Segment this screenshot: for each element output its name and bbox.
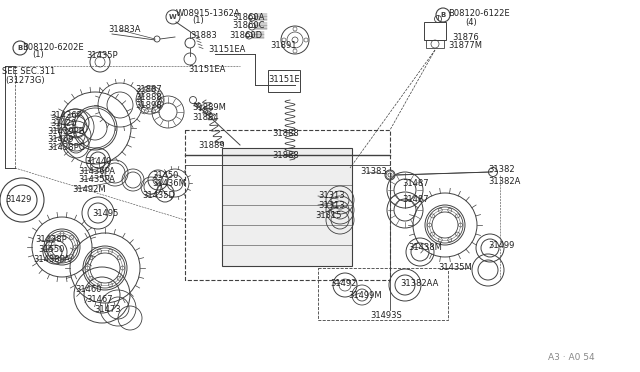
Text: 31889: 31889 [198, 141, 225, 150]
Text: 31435M: 31435M [438, 263, 472, 273]
Text: 31436M: 31436M [152, 180, 186, 189]
Text: B: B [17, 45, 22, 51]
Text: 31151E: 31151E [268, 76, 300, 84]
Text: (1): (1) [32, 51, 44, 60]
Bar [268, 70, 300, 92]
Text: 31877M: 31877M [448, 42, 482, 51]
Text: 31438PC: 31438PC [47, 144, 84, 153]
Text: W08915-1362A: W08915-1362A [176, 9, 241, 17]
Text: 31889M: 31889M [192, 103, 226, 112]
Text: B: B [440, 12, 445, 18]
Text: 31495: 31495 [92, 208, 118, 218]
Text: 31487: 31487 [402, 195, 429, 203]
Text: 31313: 31313 [318, 192, 344, 201]
Text: 31315: 31315 [315, 211, 342, 219]
Text: (31273G): (31273G) [5, 76, 45, 84]
Text: 31473: 31473 [94, 305, 120, 314]
Text: W: W [169, 14, 177, 20]
Text: 31860C: 31860C [232, 22, 264, 31]
Text: 31438M: 31438M [408, 243, 442, 251]
Text: 31436PA: 31436PA [78, 167, 115, 176]
Text: 31435PA: 31435PA [78, 176, 115, 185]
Text: 31860A: 31860A [232, 13, 264, 22]
Text: 31435D: 31435D [142, 192, 175, 201]
Text: 31860D: 31860D [229, 31, 262, 39]
Bar [426, 40, 444, 48]
Bar [318, 268, 448, 320]
Text: 31883A: 31883A [108, 26, 141, 35]
Text: (4): (4) [465, 19, 477, 28]
Text: 31469: 31469 [47, 135, 74, 144]
Text: 31313: 31313 [318, 201, 344, 209]
Text: 31467: 31467 [86, 295, 113, 305]
Text: 31883: 31883 [190, 32, 217, 41]
Text: 31436P: 31436P [50, 110, 82, 119]
Text: 31887: 31887 [135, 86, 162, 94]
Text: 31429: 31429 [5, 196, 31, 205]
Text: 31382AA: 31382AA [400, 279, 438, 288]
Text: B08120-6122E: B08120-6122E [448, 10, 509, 19]
Text: 31420: 31420 [50, 119, 76, 128]
Text: 31888: 31888 [135, 93, 162, 103]
Text: 31888: 31888 [272, 129, 299, 138]
Text: 31499M: 31499M [348, 292, 381, 301]
Text: 31383: 31383 [360, 167, 387, 176]
Text: 31382A: 31382A [488, 176, 520, 186]
Text: 31438PA: 31438PA [33, 256, 70, 264]
Text: 31492M: 31492M [72, 185, 106, 193]
Text: 31499: 31499 [488, 241, 515, 250]
Text: 31438P: 31438P [35, 235, 67, 244]
Text: SEE SEC.311: SEE SEC.311 [2, 67, 55, 77]
Text: 31493S: 31493S [370, 311, 402, 321]
Text: 31884: 31884 [192, 112, 219, 122]
Text: 31891: 31891 [270, 42, 296, 51]
Bar [424, 22, 446, 40]
Text: 31450: 31450 [152, 170, 179, 180]
Text: 31460: 31460 [75, 285, 102, 295]
Text: 31888: 31888 [272, 151, 299, 160]
Text: 31151EA: 31151EA [208, 45, 245, 55]
Text: (1): (1) [192, 16, 204, 26]
Text: 31151EA: 31151EA [188, 65, 225, 74]
Text: 31492: 31492 [330, 279, 356, 288]
Bar [222, 148, 352, 266]
Text: 31439PB: 31439PB [47, 126, 84, 135]
Text: A3 · A0 54: A3 · A0 54 [548, 353, 595, 362]
Text: 31487: 31487 [402, 179, 429, 187]
Text: 31898: 31898 [135, 102, 162, 110]
Text: 31876: 31876 [452, 32, 479, 42]
Text: 31550: 31550 [38, 246, 65, 254]
Text: B08120-6202E: B08120-6202E [22, 42, 84, 51]
Text: 31382: 31382 [488, 166, 515, 174]
Text: 31435P: 31435P [86, 51, 118, 60]
Text: 31440: 31440 [85, 157, 111, 167]
